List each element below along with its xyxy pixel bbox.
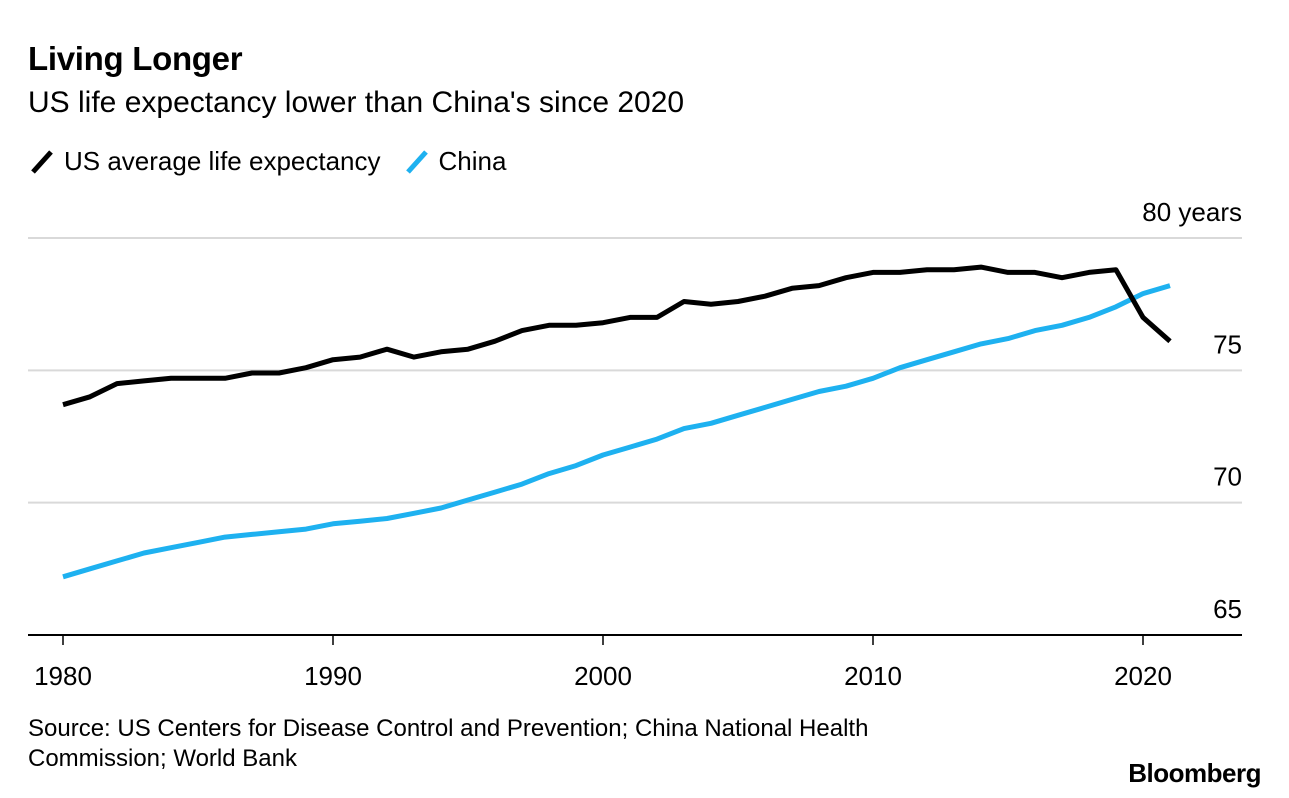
x-tick-label: 2000 bbox=[574, 661, 632, 691]
y-tick-label: 75 bbox=[1213, 329, 1242, 359]
grid-layer bbox=[28, 237, 1242, 504]
bloomberg-logo: Bloomberg bbox=[1128, 758, 1261, 788]
y-tick-label: 70 bbox=[1213, 462, 1242, 492]
source-note: Source: US Centers for Disease Control a… bbox=[28, 715, 869, 772]
axis-layer bbox=[28, 634, 1242, 645]
legend-china-label: China bbox=[438, 146, 507, 176]
label-layer: 80 years 75 70 65 1980 1990 2000 2010 2020 bbox=[34, 197, 1242, 691]
series-line-china bbox=[62, 283, 1171, 580]
legend-item-china: China bbox=[403, 146, 507, 177]
legend-item-us: US average life expectancy bbox=[28, 146, 381, 177]
y-tick-label: 80 years bbox=[1142, 197, 1242, 227]
x-tick-label: 1980 bbox=[34, 661, 92, 691]
legend: US average life expectancy China bbox=[28, 146, 528, 177]
legend-us-swatch-icon bbox=[31, 149, 53, 174]
chart-subtitle: US life expectancy lower than China's si… bbox=[28, 86, 685, 119]
y-tick-label: 65 bbox=[1213, 594, 1242, 624]
series-line-us bbox=[62, 264, 1172, 408]
series-layer bbox=[62, 264, 1172, 580]
legend-us-label: US average life expectancy bbox=[64, 146, 381, 176]
x-tick-label: 2010 bbox=[844, 661, 902, 691]
x-tick-label: 2020 bbox=[1114, 661, 1172, 691]
x-tick-label: 1990 bbox=[304, 661, 362, 691]
legend-china-swatch-icon bbox=[405, 149, 428, 174]
chart-title: Living Longer bbox=[28, 40, 243, 77]
